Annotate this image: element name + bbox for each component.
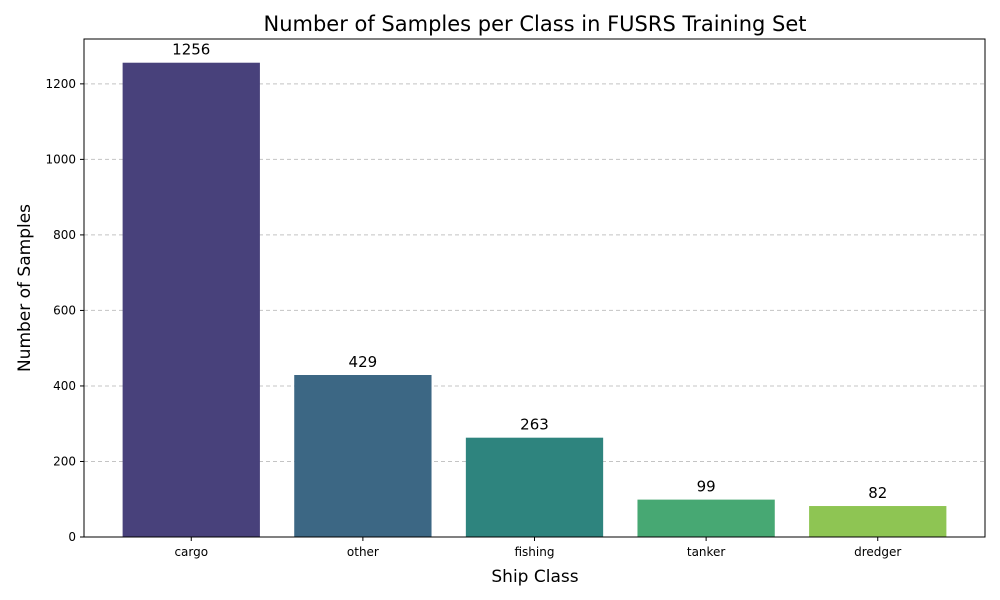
x-axis-label: Ship Class (491, 567, 578, 587)
y-tick-label: 800 (53, 228, 76, 242)
y-tick-label: 200 (53, 454, 76, 468)
data-label-fishing: 263 (520, 416, 549, 434)
x-tick-label: dredger (854, 545, 901, 559)
bar-cargo (122, 62, 260, 537)
bar-other (294, 375, 432, 537)
data-label-cargo: 1256 (172, 41, 210, 59)
x-tick-label: fishing (515, 545, 555, 559)
y-tick-label: 600 (53, 303, 76, 317)
bar-dredger (809, 506, 947, 537)
chart-title: Number of Samples per Class in FUSRS Tra… (263, 12, 806, 36)
x-tick-label: other (347, 545, 379, 559)
y-tick-label: 0 (68, 530, 76, 544)
y-axis-label: Number of Samples (15, 204, 35, 372)
y-tick-label: 1000 (45, 152, 76, 166)
bar-tanker (637, 499, 775, 537)
y-axis: 0 200 400 600 800 1000 1200 (45, 77, 84, 544)
data-labels: 1256 429 263 99 82 (172, 41, 887, 502)
x-axis: cargo other fishing tanker dredger (174, 537, 901, 559)
x-tick-label: tanker (687, 545, 726, 559)
data-label-dredger: 82 (868, 484, 887, 502)
y-tick-label: 1200 (45, 77, 76, 91)
data-label-tanker: 99 (697, 478, 716, 496)
data-label-other: 429 (349, 353, 378, 371)
y-tick-label: 400 (53, 379, 76, 393)
bar-fishing (465, 437, 604, 537)
bars (122, 62, 947, 537)
x-tick-label: cargo (174, 545, 208, 559)
